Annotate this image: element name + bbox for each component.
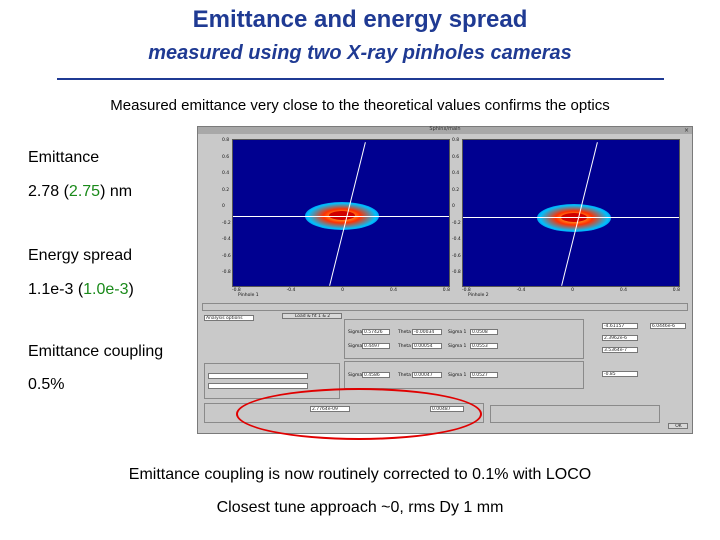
window-titlebar [198,127,692,134]
energy-spread-value-line: 1.1e-3 (1.0e-3) [28,281,134,298]
pinhole1-image-plot[interactable] [232,139,450,287]
highlight-ellipse [236,388,482,440]
fit-panel-1 [344,319,584,359]
slide-subtitle-title: measured using two X-ray pinholes camera… [148,42,572,64]
pinhole2-image-plot[interactable] [462,139,680,287]
status-row [202,303,688,311]
energy-spread-value: 1.1e-3 [28,281,74,298]
emittance-label: Emittance [28,149,100,166]
fit-panel-2 [344,361,584,389]
fit-row2-label: Sigma [348,344,363,349]
selection-field-2[interactable] [208,383,308,389]
emittance-unit: nm [109,183,133,200]
fit-row1-sigma1-label: Sigma 1 [448,330,467,335]
fit-row2-value[interactable]: 0.4497 [362,343,390,349]
window-title: Sphinx/main [429,126,461,132]
title-divider [57,78,664,80]
plot2-x-ticks: -0.8 -0.4 0 0.4 0.8 [462,288,680,293]
fit-row3-value[interactable]: 0.4586 [362,372,390,378]
emittance-value: 2.78 [28,183,60,200]
plot1-y-ticks: 0.8 0.6 0.4 0.2 0 -0.2 -0.4 -0.6 -0.8 [222,138,231,275]
right-value-1[interactable]: -4.61157 [602,323,638,329]
energy-spread-label: Energy spread [28,247,133,264]
fit-row3-label: Sigma [348,373,363,378]
fit-row2-sigma1[interactable]: 0.0553 [470,343,498,349]
ok-button[interactable]: OK [668,423,688,429]
footer-line-1: Emittance coupling is now routinely corr… [128,466,592,483]
coupling-label: Emittance coupling [28,343,164,360]
right-value-5[interactable]: -0.85 [602,371,638,377]
right-value-4[interactable]: 6.0446e-6 [650,323,686,329]
fit-row3-sigma1-label: Sigma 1 [448,373,467,378]
fit-row1-label: Sigma [348,330,363,335]
emittance-value-line: 2.78 (2.75) nm [28,183,133,200]
fit-row2-sigma1-label: Sigma 1 [448,344,467,349]
fit-row3-theta-label: Theta [398,373,411,378]
selection-field-1[interactable] [208,373,308,379]
fit-row1-theta[interactable]: -0.00034 [412,329,442,335]
fit-row2-theta-label: Theta [398,344,411,349]
load-fit-button[interactable]: Load & fit 1 & 2 [282,313,342,319]
fit-row1-theta-label: Theta [398,330,411,335]
fit-row3-sigma1[interactable]: 0.0527 [470,372,498,378]
emittance-theory-value: 2.75 [68,183,101,200]
plot2-y-ticks: 0.8 0.6 0.4 0.2 0 -0.2 -0.4 -0.6 -0.8 [452,138,461,275]
fit-row3-theta[interactable]: 0.00047 [412,372,442,378]
window-close-icon[interactable]: × [683,127,689,134]
fit-row1-value[interactable]: 0.57426 [362,329,390,335]
slide-subtitle: Measured emittance very close to the the… [110,97,610,114]
right-value-2[interactable]: 2.3962e-6 [602,335,638,341]
right-value-3[interactable]: 3.5364e-7 [602,347,638,353]
crosshair-horizontal [233,216,449,217]
tune-panel [490,405,660,423]
fit-row2-theta[interactable]: 0.00054 [412,343,442,349]
plot1-x-ticks: -0.8 -0.4 0 0.4 0.8 [232,288,450,293]
analysis-options-label: Analysis options [204,315,254,321]
analysis-app-screenshot: Sphinx/main × 0.8 0.6 0.4 0.2 0 -0.2 -0.… [197,126,693,434]
footer-line-2: Closest tune approach ~0, rms Dy 1 mm [216,499,504,516]
plot2-label: Pinhole 2 [468,293,489,298]
coupling-value: 0.5% [28,376,65,393]
plot1-label: Pinhole 1 [238,293,259,298]
slide-title: Emittance and energy spread [192,6,528,33]
crosshair-horizontal [463,217,679,218]
energy-spread-theory-value: 1.0e-3 [83,281,129,298]
beam-core [329,211,355,220]
fit-row1-sigma1[interactable]: 0.0508 [470,329,498,335]
